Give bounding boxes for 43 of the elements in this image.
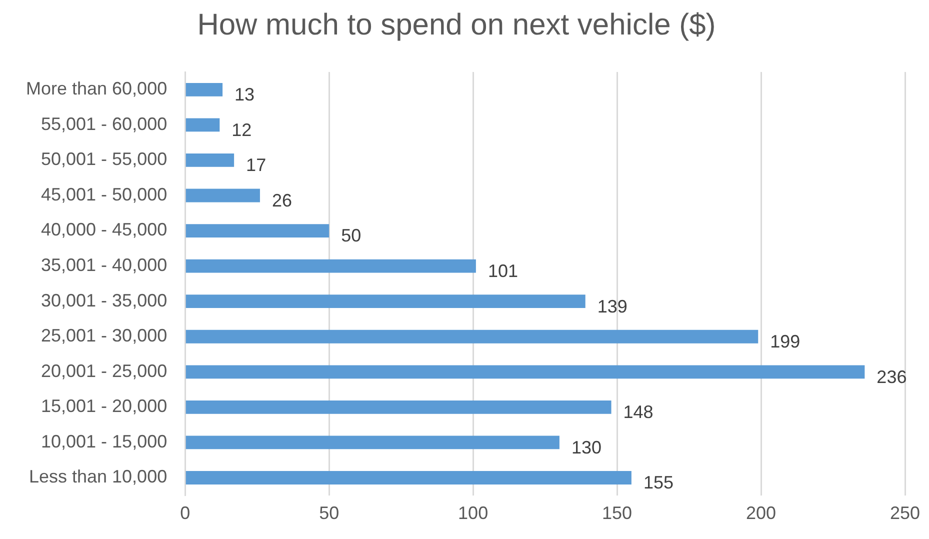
y-tick-label: 10,001 - 15,000 (40, 431, 168, 452)
data-label: 13 (234, 84, 255, 105)
data-label: 148 (623, 402, 654, 422)
x-tick-label: 150 (602, 503, 632, 524)
x-tick-label: 100 (458, 503, 488, 524)
bar (186, 188, 260, 202)
bar (186, 436, 560, 450)
data-label: 12 (232, 120, 252, 140)
data-label: 101 (488, 261, 518, 282)
x-tick-label: 50 (319, 503, 340, 524)
bar (186, 365, 865, 379)
data-label: 26 (272, 190, 292, 210)
bar (186, 330, 758, 344)
x-tick-label: 200 (746, 503, 776, 524)
bar (186, 118, 220, 132)
y-tick-label: 25,001 - 30,000 (40, 326, 168, 346)
y-tick-label: 40,000 - 45,000 (40, 220, 168, 240)
bar (186, 82, 223, 96)
bar (186, 294, 586, 308)
y-tick-label: 55,001 - 60,000 (40, 114, 168, 134)
y-tick-label: 35,001 - 40,000 (40, 255, 168, 276)
y-tick-label: 45,001 - 50,000 (40, 184, 168, 204)
bar (186, 471, 632, 484)
x-tick-label: 250 (890, 503, 920, 524)
x-tick-label: 0 (180, 503, 190, 524)
y-tick-label: More than 60,000 (26, 78, 168, 99)
y-tick-label: 30,001 - 35,000 (40, 290, 168, 310)
data-label: 130 (571, 437, 602, 458)
data-label: 50 (341, 226, 362, 246)
data-label: 236 (876, 366, 907, 387)
data-label: 17 (246, 155, 266, 176)
y-tick-label: Less than 10,000 (28, 466, 168, 487)
bar (186, 154, 234, 167)
chart-title: How much to spend on next vehicle ($) (197, 8, 716, 42)
y-tick-label: 50,001 - 55,000 (40, 149, 168, 170)
data-label: 155 (643, 472, 674, 493)
data-label: 139 (597, 296, 628, 316)
y-tick-label: 15,001 - 20,000 (40, 396, 168, 416)
y-tick-label: 20,001 - 25,000 (40, 360, 168, 381)
bar (186, 224, 330, 238)
bar (186, 400, 612, 414)
data-label: 199 (770, 332, 800, 352)
bar (186, 259, 476, 273)
